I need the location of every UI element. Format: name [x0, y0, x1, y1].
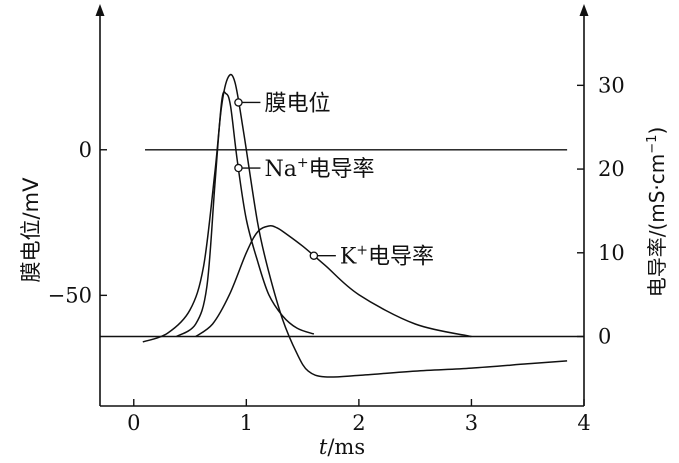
right-tick-label: 10 — [598, 241, 625, 265]
left-tick-label: −50 — [48, 283, 92, 307]
right-tick-label: 20 — [598, 157, 625, 181]
x-ticks: 0 1 2 3 4 — [127, 399, 591, 435]
annotation-label: K+电导率 — [340, 243, 434, 270]
right-axis-arrow — [579, 4, 589, 16]
left-axis-arrow — [95, 4, 105, 16]
left-ticks: 0 −50 — [48, 138, 107, 307]
x-axis-label: t/ms — [319, 435, 365, 459]
annotation-marker — [234, 163, 243, 173]
left-tick-label: 0 — [79, 138, 92, 162]
right-tick-label: 30 — [598, 73, 625, 97]
right-ticks: 0 10 20 30 — [577, 73, 625, 349]
na-conductance-curve — [176, 91, 315, 338]
annotation-marker — [234, 98, 243, 107]
right-tick-label: 0 — [598, 325, 611, 349]
x-tick-label: 3 — [465, 411, 478, 435]
x-tick-label: 1 — [240, 411, 253, 435]
annotation-marker — [309, 251, 319, 260]
right-axis-label: 电导率/(mS·cm−1) — [645, 127, 669, 298]
k-conductance-curve — [195, 225, 472, 338]
x-tick-label: 0 — [127, 411, 140, 435]
annotations: 膜电位 Na+电导率 K+电导率 — [234, 91, 434, 270]
x-tick-label: 4 — [577, 411, 590, 435]
annotation-label: Na+电导率 — [264, 155, 374, 182]
left-axis-label: 膜电位/mV — [19, 177, 43, 283]
curves — [142, 73, 568, 378]
membrane-potential-curve — [142, 73, 568, 378]
x-tick-label: 2 — [352, 411, 365, 435]
annotation-label: 膜电位 — [264, 91, 330, 116]
